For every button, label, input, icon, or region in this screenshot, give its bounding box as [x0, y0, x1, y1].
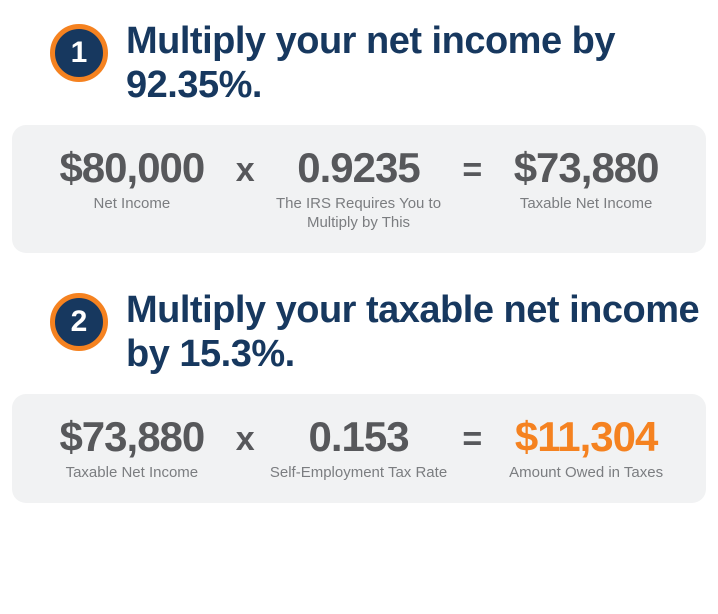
op-multiply: x [236, 147, 255, 187]
term-a-value: $73,880 [59, 416, 204, 458]
step-number-badge: 1 [50, 24, 108, 82]
term-a: $73,880 Taxable Net Income [36, 416, 228, 483]
term-b-label: Self-Employment Tax Rate [270, 464, 447, 483]
term-b: 0.153 Self-Employment Tax Rate [263, 416, 455, 483]
term-a: $80,000 Net Income [36, 147, 228, 214]
step-header: 1 Multiply your net income by 92.35%. [12, 20, 706, 107]
term-b-value: 0.153 [308, 416, 408, 458]
op-equals: = [462, 416, 482, 456]
term-c-value: $11,304 [515, 416, 658, 458]
calc-row: $73,880 Taxable Net Income x 0.153 Self-… [36, 416, 682, 483]
term-b-label: The IRS Requires You to Multiply by This [263, 195, 455, 233]
calc-card: $73,880 Taxable Net Income x 0.153 Self-… [12, 394, 706, 503]
term-b: 0.9235 The IRS Requires You to Multiply … [263, 147, 455, 233]
term-b-value: 0.9235 [297, 147, 419, 189]
term-a-label: Net Income [94, 195, 171, 214]
term-a-value: $80,000 [59, 147, 204, 189]
calc-row: $80,000 Net Income x 0.9235 The IRS Requ… [36, 147, 682, 233]
term-c-label: Amount Owed in Taxes [509, 464, 663, 483]
term-a-label: Taxable Net Income [66, 464, 199, 483]
step-number-badge: 2 [50, 293, 108, 351]
op-multiply: x [236, 416, 255, 456]
op-equals: = [462, 147, 482, 187]
step-header: 2 Multiply your taxable net income by 15… [12, 289, 706, 376]
step-title: Multiply your taxable net income by 15.3… [126, 289, 706, 376]
step-2: 2 Multiply your taxable net income by 15… [12, 289, 706, 503]
step-1: 1 Multiply your net income by 92.35%. $8… [12, 20, 706, 253]
term-c: $11,304 Amount Owed in Taxes [490, 416, 682, 483]
term-c-label: Taxable Net Income [520, 195, 653, 214]
step-title: Multiply your net income by 92.35%. [126, 20, 706, 107]
term-c: $73,880 Taxable Net Income [490, 147, 682, 214]
calc-card: $80,000 Net Income x 0.9235 The IRS Requ… [12, 125, 706, 253]
term-c-value: $73,880 [514, 147, 659, 189]
